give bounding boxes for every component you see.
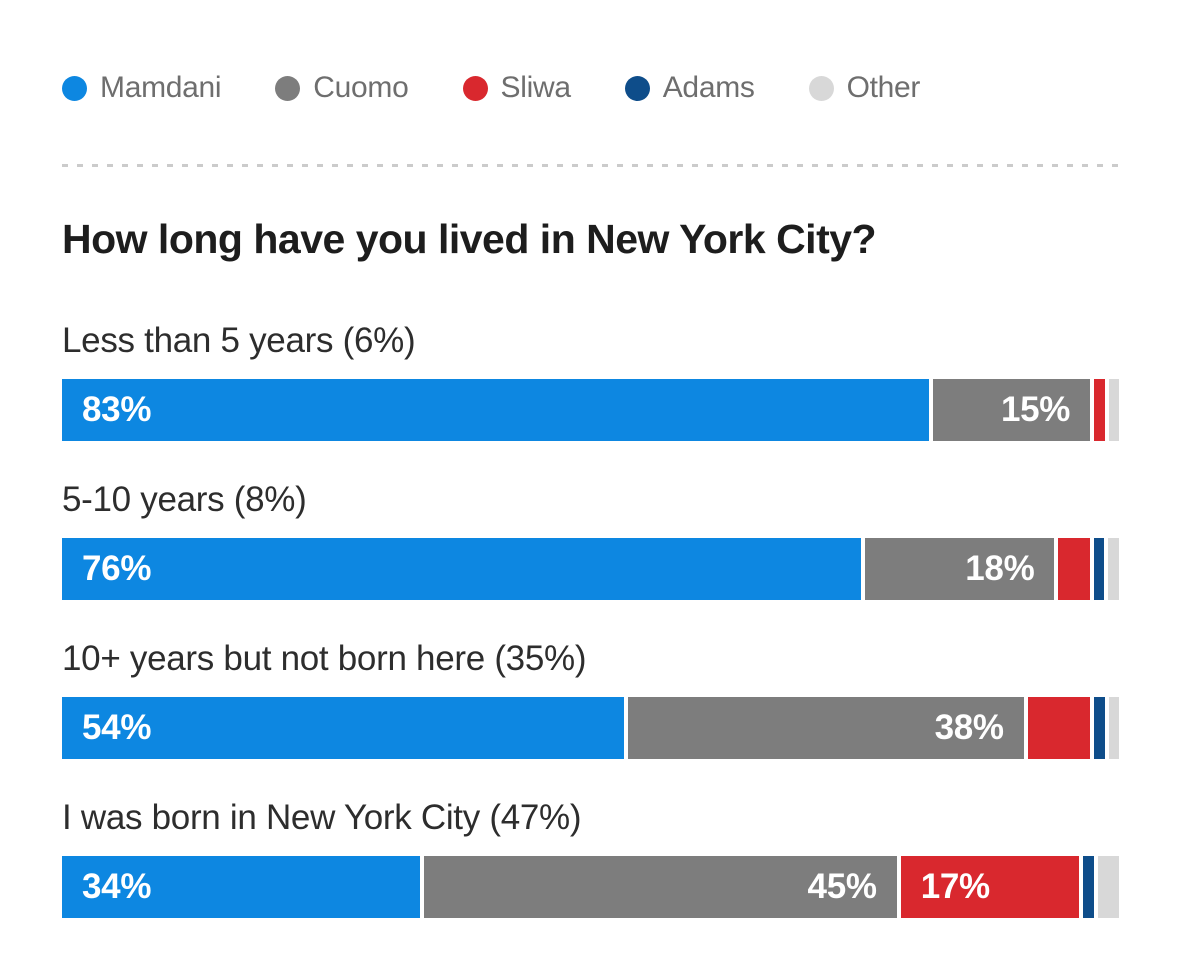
bar-value-label: 15% bbox=[1000, 390, 1071, 429]
bar-value-label: 18% bbox=[965, 549, 1035, 588]
bar-segment-cuomo: 15% bbox=[933, 379, 1091, 441]
chart-row: Less than 5 years (6%) 83% 15% bbox=[62, 319, 1119, 441]
legend-dot-icon bbox=[462, 75, 488, 101]
bar-segment-sliwa: 17% bbox=[900, 856, 1080, 918]
stacked-bar: 83% 15% bbox=[62, 379, 1119, 441]
bar-value-label: 76% bbox=[82, 549, 152, 588]
legend-dot-icon bbox=[624, 75, 650, 101]
chart-row: I was born in New York City (47%) 34% 45%… bbox=[62, 796, 1119, 918]
bar-segment-adams bbox=[1093, 538, 1105, 600]
legend-item-sliwa: Sliwa bbox=[462, 71, 572, 105]
legend-item-cuomo: Cuomo bbox=[275, 71, 409, 105]
bar-segment-other bbox=[1108, 538, 1119, 600]
chart-rows: Less than 5 years (6%) 83% 15% 5-10 years… bbox=[62, 319, 1119, 918]
bar-value-label: 54% bbox=[82, 708, 152, 747]
legend-label: Other bbox=[846, 71, 921, 104]
bar-segment-sliwa bbox=[1058, 538, 1090, 600]
bar-segment-cuomo: 45% bbox=[423, 856, 897, 918]
bar-segment-mamdani: 34% bbox=[62, 856, 420, 918]
bar-segment-mamdani: 76% bbox=[62, 538, 862, 600]
row-label: 5-10 years (8%) bbox=[62, 480, 307, 519]
poll-results-chart: Mamdani Cuomo Sliwa Adams Other How long… bbox=[62, 70, 1119, 918]
legend-item-other: Other bbox=[808, 71, 921, 105]
row-label: Less than 5 years (6%) bbox=[62, 321, 416, 360]
legend-dot-icon bbox=[275, 75, 301, 101]
legend-label: Mamdani bbox=[100, 71, 222, 104]
bar-segment-adams bbox=[1083, 856, 1094, 918]
legend-label: Adams bbox=[662, 71, 755, 104]
bar-value-label: 34% bbox=[82, 867, 152, 906]
chart-row: 10+ years but not born here (35%) 54% 38% bbox=[62, 637, 1119, 759]
dashed-divider bbox=[62, 164, 1119, 167]
legend-label: Sliwa bbox=[500, 71, 572, 104]
chart-title: How long have you lived in New York City… bbox=[62, 216, 877, 262]
legend-label: Cuomo bbox=[313, 71, 409, 104]
row-label: 10+ years but not born here (35%) bbox=[62, 639, 587, 678]
row-label: I was born in New York City (47%) bbox=[62, 798, 582, 837]
legend-dot-icon bbox=[62, 75, 87, 101]
bar-segment-sliwa bbox=[1027, 697, 1091, 759]
legend-item-adams: Adams bbox=[624, 71, 755, 105]
chart-row: 5-10 years (8%) 76% 18% bbox=[62, 478, 1119, 600]
bar-segment-other bbox=[1108, 697, 1119, 759]
bar-segment-adams bbox=[1094, 697, 1105, 759]
bar-segment-mamdani: 83% bbox=[62, 379, 930, 441]
bar-value-label: 45% bbox=[807, 867, 877, 906]
bar-segment-sliwa bbox=[1094, 379, 1105, 441]
legend: Mamdani Cuomo Sliwa Adams Other bbox=[62, 70, 1119, 106]
bar-value-label: 38% bbox=[934, 708, 1004, 747]
bar-value-label: 83% bbox=[82, 390, 152, 429]
bar-segment-other bbox=[1108, 379, 1119, 441]
bar-segment-mamdani: 54% bbox=[62, 697, 625, 759]
bar-segment-cuomo: 18% bbox=[865, 538, 1055, 600]
stacked-bar: 34% 45% 17% bbox=[62, 856, 1119, 918]
legend-item-mamdani: Mamdani bbox=[62, 71, 222, 105]
bar-segment-cuomo: 38% bbox=[628, 697, 1024, 759]
stacked-bar: 54% 38% bbox=[62, 697, 1119, 759]
bar-segment-other bbox=[1097, 856, 1119, 918]
stacked-bar: 76% 18% bbox=[62, 538, 1119, 600]
bar-value-label: 17% bbox=[920, 867, 990, 906]
legend-dot-icon bbox=[808, 75, 834, 101]
